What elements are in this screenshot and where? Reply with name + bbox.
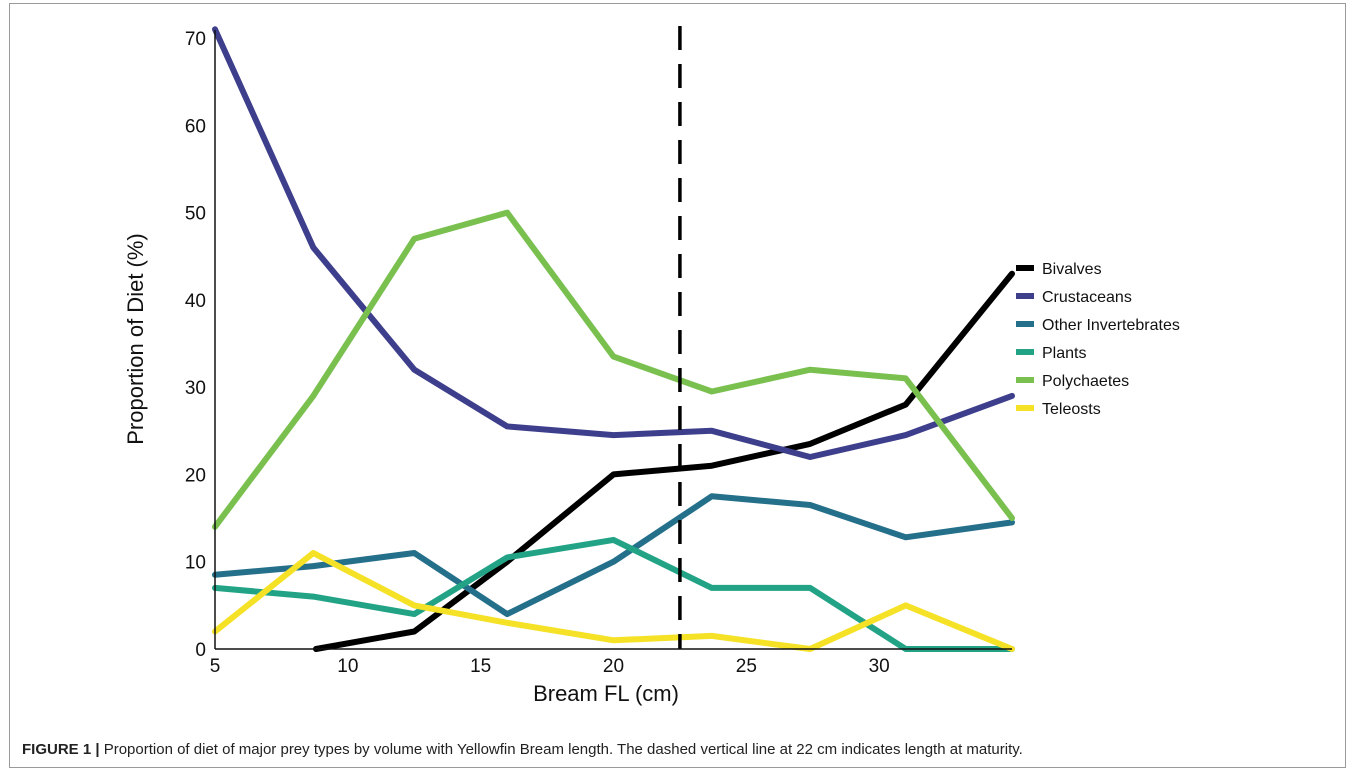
y-tick-label: 20 (185, 465, 206, 486)
legend-item: Crustaceans (1016, 289, 1132, 306)
series-line-polychaetes (212, 209, 1015, 530)
legend-item: Other Invertebrates (1016, 317, 1180, 334)
legend-label: Bivalves (1042, 261, 1102, 278)
x-tick-label: 30 (869, 656, 890, 677)
legend-label: Plants (1042, 345, 1086, 362)
series-line-bivalves (313, 270, 1015, 652)
y-tick-label: 10 (185, 553, 206, 574)
figure-frame (9, 3, 1346, 768)
y-tick-label: 70 (185, 29, 206, 50)
y-axis-title: Proportion of Diet (%) (123, 233, 148, 445)
legend: Bivalves Crustaceans Other Invertebrates Pl… (1016, 261, 1180, 418)
x-tick-label: 25 (736, 656, 757, 677)
series-line-teleosts (212, 550, 1015, 652)
legend-item: Teleosts (1016, 401, 1101, 418)
figure-caption-text: Proportion of diet of major prey types b… (103, 741, 1023, 758)
x-tick-label: 20 (603, 656, 624, 677)
series-line-other-invertebrates (212, 493, 1015, 618)
series-line-plants (212, 536, 1015, 652)
line-chart: 5 10 15 20 25 30 0 10 20 30 40 50 60 70 Bream FL (cm… (123, 26, 1180, 706)
y-tick-label: 30 (185, 378, 206, 399)
legend-item: Plants (1016, 345, 1086, 362)
x-tick-label: 5 (210, 656, 221, 677)
x-axis-title: Bream FL (cm) (533, 681, 679, 706)
plot-series-group (212, 26, 1015, 652)
series-line-crustaceans (212, 26, 1015, 460)
x-tick-label: 15 (470, 656, 491, 677)
axes-group (214, 30, 1012, 650)
y-tick-label: 60 (185, 116, 206, 137)
legend-item: Bivalves (1016, 261, 1102, 278)
legend-label: Crustaceans (1042, 289, 1132, 306)
legend-item: Polychaetes (1016, 373, 1129, 390)
y-tick-label: 50 (185, 204, 206, 225)
legend-label: Polychaetes (1042, 373, 1129, 390)
figure-caption: FIGURE 1 | Proportion of diet of major p… (22, 741, 1023, 758)
x-tick-group: 5 10 15 20 25 30 (210, 656, 890, 677)
x-tick-label: 10 (337, 656, 358, 677)
y-tick-label: 40 (185, 291, 206, 312)
legend-label: Teleosts (1042, 401, 1101, 418)
y-tick-label: 0 (195, 640, 206, 661)
y-tick-group: 0 10 20 30 40 50 60 70 (185, 29, 206, 661)
figure-label: FIGURE 1 | (22, 741, 100, 758)
legend-label: Other Invertebrates (1042, 317, 1180, 334)
